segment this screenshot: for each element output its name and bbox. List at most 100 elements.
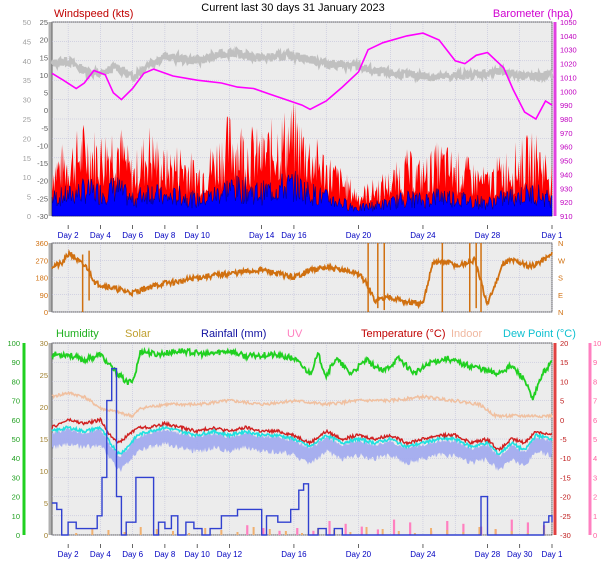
wind-axis-label: 35 [23,76,31,85]
uv-axis-label: 9 [593,358,597,367]
legend-temperature: Temperature (°C) [361,328,445,340]
temperature-axis-label: 0 [560,416,564,425]
wind-axis-label: 15 [23,154,31,163]
solar-bar [430,528,433,535]
uv-bar [446,521,449,535]
uv-axis-label: 6 [593,416,597,425]
temperature-axis-label: -5 [560,435,567,444]
barometer-axis-label: 1050 [560,18,577,27]
x-tick-label: Day 2 [58,550,79,559]
wind-axis-label: 50 [23,18,31,27]
temperature-line [51,416,553,452]
direction-series [51,243,553,312]
solar-bar [268,529,271,535]
humidity-line [51,346,553,401]
compass-label: N [558,308,563,317]
wind-secondary-axis-label: 5 [44,89,48,98]
legend-humidity: Humidity [56,328,99,340]
x-tick-label: Day 10 [184,550,210,559]
temperature-axis-label: 15 [560,358,568,367]
x-tick-label: Day 28 [475,550,501,559]
humidity-axis-label: 60 [12,416,20,425]
uv-bar [409,522,412,535]
solar-bar [510,531,513,535]
humidity-axis-label: 70 [12,397,20,406]
wind-axis-label: 40 [23,57,31,66]
barometer-axis-label: 1000 [560,87,577,96]
barometer-axis-label: 1010 [560,73,577,82]
uv-bar [278,530,281,535]
wind-axis-label: 45 [23,37,31,46]
solar-bar [155,529,158,535]
rain-axis-label: 0 [44,531,48,540]
compass-label: W [558,256,566,265]
compass-label: E [558,291,563,300]
rain-axis-label: 5 [44,499,48,508]
legend-uv: UV [287,328,303,340]
barometer-axis-label: 1030 [560,46,577,55]
wind-secondary-axis-label: -25 [37,194,48,203]
direction-axis-label: 360 [35,239,48,248]
uv-bar [344,523,347,535]
uv-bar [328,521,331,535]
direction-axis-label: 180 [35,274,48,283]
solar-bar [397,531,400,535]
wind-axis-label: 20 [23,134,31,143]
humidity-axis-label: 100 [7,339,20,348]
x-tick-label: Day 4 [90,231,111,240]
solar-bar [204,528,207,535]
humidity-axis-label: 40 [12,454,20,463]
x-tick-label: Day 12 [217,550,243,559]
solar-bar [462,532,465,535]
wind-secondary-axis-label: 15 [40,53,48,62]
uv-bar [510,519,513,535]
solar-bar [123,532,126,535]
rain-solar-axis: 30 25 20 15 10 5 0 [40,339,52,540]
x-tick-label: Day 6 [122,231,143,240]
uv-axis-label: 0 [593,531,597,540]
x-tick-label: Day 1 [542,550,563,559]
barometer-axis-label: 960 [560,143,573,152]
direction-axis-label: 90 [40,291,48,300]
x-tick-label: Day 1 [542,231,563,240]
solar-bar [171,531,174,535]
temperature-axis-label: -25 [560,512,571,521]
barometer-axis-label: 1040 [560,32,577,41]
direction-axis-label: 0 [44,308,48,317]
x-tick-label: Day 6 [122,550,143,559]
wind-average-area [51,170,553,217]
wind-axis-label: 25 [23,115,31,124]
x-tick-label: Day 8 [154,550,175,559]
barometer-legend: Barometer (hpa) [493,8,573,20]
uv-axis-label: 3 [593,473,597,482]
solar-bar [365,527,368,535]
solar-bar [139,527,142,535]
wind-axis-label: 30 [23,96,31,105]
humidity-axis-label: 90 [12,358,20,367]
temperature-axis-label: 10 [560,377,568,386]
barometer-axis-label: 950 [560,157,573,166]
direction-grid [52,242,553,313]
temperature-axis-label: 20 [560,339,568,348]
wind-secondary-axis-label: -20 [37,177,48,186]
legend-indoor: Indoor [451,328,483,340]
x-tick-label: Day 24 [410,231,436,240]
temperature-axis-label: 5 [560,397,564,406]
legend-solar: Solar [125,328,151,340]
uv-bar [360,526,363,535]
rain-axis-label: 20 [40,403,48,412]
solar-bar [252,527,255,535]
humidity-axis-label: 80 [12,377,20,386]
pressure-series [51,32,553,121]
temperature-axis-label: -15 [560,473,571,482]
uv-axis-label: 7 [593,397,597,406]
x-tick-label: Day 20 [346,231,372,240]
solar-bar [75,533,78,535]
solar-bar [478,527,481,535]
x-tick-label: Day 16 [281,550,307,559]
barometer-axis-label: 930 [560,184,573,193]
